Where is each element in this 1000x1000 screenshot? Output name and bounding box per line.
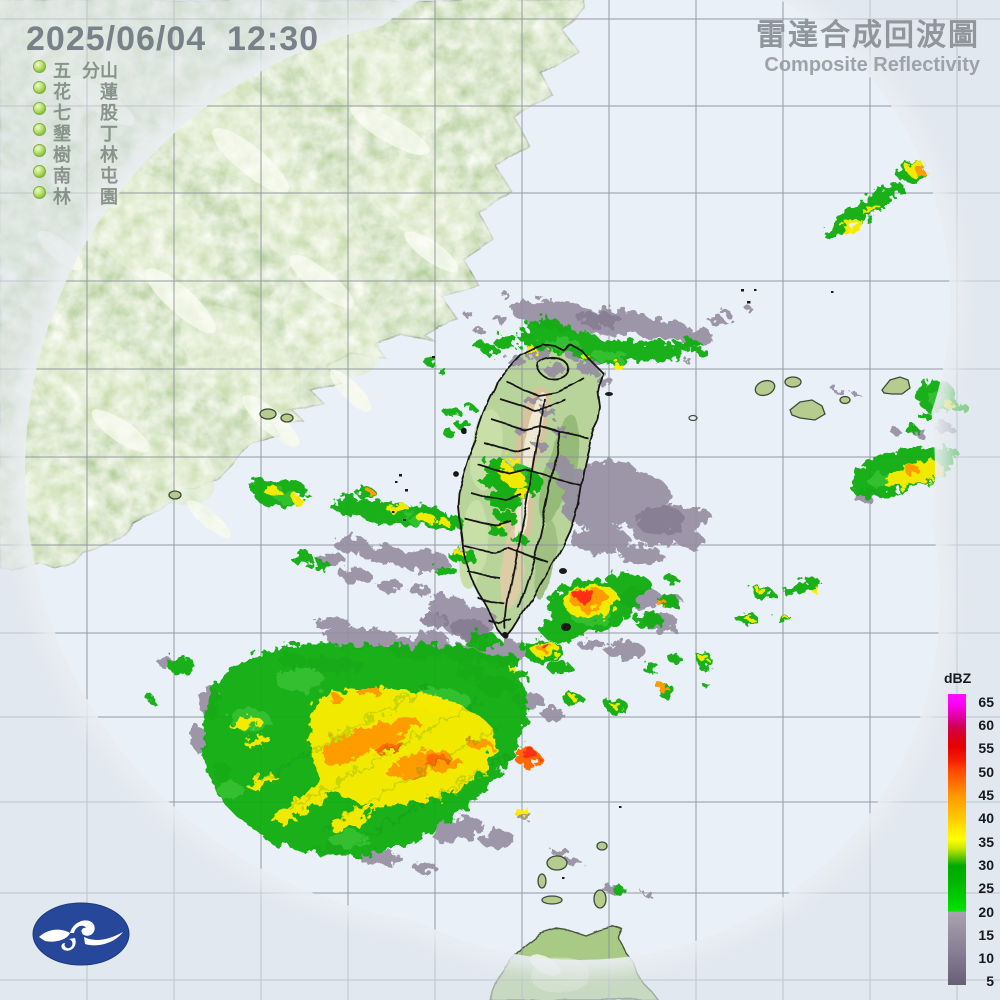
station-char: 分 (82, 61, 100, 81)
station-bullet-icon (33, 60, 46, 73)
station-char: 林 (53, 187, 71, 207)
station-char: 五 (53, 61, 71, 81)
colorbar-tick: 45 (978, 787, 994, 803)
station-char: 花 (53, 82, 71, 102)
title-chinese: 雷達合成回波圖 (756, 19, 980, 52)
station-char: 園 (100, 187, 118, 207)
colorbar-tick: 35 (978, 834, 994, 850)
station-row: 五 分 山 (0, 57, 160, 81)
colorbar-tick: 20 (978, 904, 994, 920)
station-char: 丁 (100, 124, 118, 144)
station-bullet-icon (33, 102, 46, 115)
station-char: 山 (100, 61, 118, 81)
station-char: 墾 (53, 124, 71, 144)
station-char: 股 (100, 103, 118, 123)
station-bullet-icon (33, 186, 46, 199)
station-row: 墾 丁 (0, 120, 160, 144)
station-char: 蓮 (100, 82, 118, 102)
station-bullet-icon (33, 165, 46, 178)
station-char: 南 (53, 166, 71, 186)
colorbar-tick: 25 (978, 880, 994, 896)
colorbar-tick: 40 (978, 810, 994, 826)
colorbar-tick: 50 (978, 764, 994, 780)
colorbar-tick: 55 (978, 740, 994, 756)
colorbar-gradient (948, 694, 966, 985)
station-char: 七 (53, 103, 71, 123)
cwb-logo-swirl-icon (39, 920, 123, 951)
colorbar-tick: 15 (978, 927, 994, 943)
colorbar-tick: 10 (978, 950, 994, 966)
station-char: 屯 (100, 166, 118, 186)
station-row: 花 蓮 (0, 78, 160, 102)
colorbar-tick: 5 (986, 973, 994, 989)
colorbar-tick: 60 (978, 717, 994, 733)
cwb-logo (32, 902, 130, 966)
colorbar-tick: 65 (978, 694, 994, 710)
station-char: 林 (100, 145, 118, 165)
station-row: 南 屯 (0, 162, 160, 186)
colorbar-unit-label: dBZ (944, 670, 972, 686)
station-row: 七 股 (0, 99, 160, 123)
title-english: Composite Reflectivity (764, 54, 980, 76)
station-row: 林 園 (0, 183, 160, 207)
station-bullet-icon (33, 81, 46, 94)
colorbar-tick: 30 (978, 857, 994, 873)
station-char: 樹 (53, 145, 71, 165)
station-bullet-icon (33, 123, 46, 136)
map-title-block: 雷達合成回波圖 Composite Reflectivity (756, 10, 980, 77)
station-row: 樹 林 (0, 141, 160, 165)
timestamp: 2025/06/04 12:30 (26, 20, 320, 58)
station-bullet-icon (33, 144, 46, 157)
